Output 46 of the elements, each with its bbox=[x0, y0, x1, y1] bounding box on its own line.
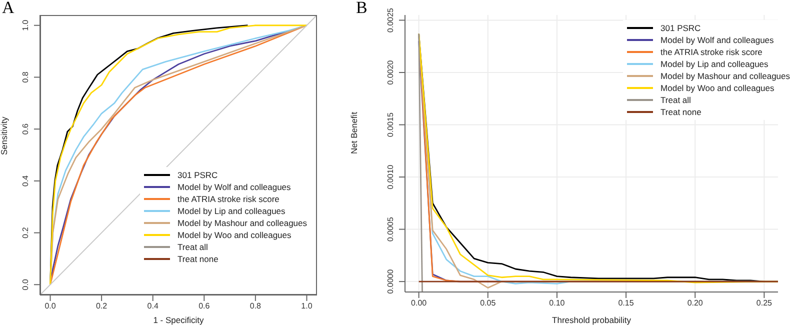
x-axis-title: Threshold probability bbox=[551, 315, 632, 325]
y-tick-label: 0.6 bbox=[21, 122, 30, 135]
legend-label: Model by Wolf and colleagues bbox=[178, 182, 291, 192]
x-tick-label: 0.4 bbox=[147, 302, 159, 311]
legend-label: Model by Lip and colleagues bbox=[178, 206, 286, 216]
legend-label: Treat none bbox=[178, 254, 218, 264]
legend-label: Model by Mashour and colleagues bbox=[178, 218, 307, 228]
x-tick-label: 0.20 bbox=[687, 298, 704, 308]
x-tick-label: 0.8 bbox=[250, 302, 262, 311]
legend-label: Model by Wolf and colleagues bbox=[660, 35, 774, 45]
legend-label: the ATRIA stroke risk score bbox=[660, 47, 762, 57]
x-tick-label: 0.05 bbox=[480, 298, 496, 308]
x-tick-label: 0.2 bbox=[96, 302, 108, 311]
x-tick-label: 0.0 bbox=[44, 302, 56, 311]
y-tick-label: 1.0 bbox=[21, 19, 30, 31]
y-tick-label: 0.4 bbox=[21, 174, 30, 186]
legend-label: Treat none bbox=[660, 107, 702, 117]
x-tick-label: 0.10 bbox=[549, 298, 566, 308]
legend-label: the ATRIA stroke risk score bbox=[178, 194, 280, 204]
y-axis-title: Sensitivity bbox=[0, 116, 9, 155]
x-tick-label: 0.6 bbox=[198, 302, 210, 311]
legend-label: 301 PSRC bbox=[660, 23, 701, 33]
y-tick-label: 0.8 bbox=[21, 71, 30, 83]
legend-label: Model by Woo and colleagues bbox=[178, 230, 292, 240]
legend-label: Model by Woo and colleagues bbox=[660, 83, 774, 93]
legend-label: 301 PSRC bbox=[178, 170, 218, 180]
x-axis-title: 1 - Specificity bbox=[152, 315, 205, 325]
chart-title: B bbox=[356, 0, 368, 18]
y-tick-label: 0.0020 bbox=[386, 60, 395, 85]
legend-label: Model by Mashour and colleagues bbox=[660, 71, 790, 81]
y-tick-label: 0.0010 bbox=[386, 164, 395, 190]
chart-title: A bbox=[2, 0, 14, 18]
x-tick-label: 0.15 bbox=[618, 298, 634, 308]
legend-label: Treat all bbox=[660, 95, 691, 105]
x-tick-label: 1.0 bbox=[301, 302, 313, 311]
y-tick-label: 0.0 bbox=[21, 278, 30, 290]
x-tick-label: 0.00 bbox=[411, 298, 428, 308]
y-tick-label: 0.0005 bbox=[386, 216, 395, 242]
y-axis-title: Net Benefit bbox=[349, 111, 359, 154]
y-tick-label: 0.0015 bbox=[386, 112, 395, 137]
x-tick-label: 0.25 bbox=[756, 298, 773, 308]
legend-label: Model by Lip and colleagues bbox=[660, 59, 768, 69]
legend-label: Treat all bbox=[178, 242, 208, 252]
y-tick-label: 0.2 bbox=[21, 226, 30, 238]
y-tick-label: 0.0025 bbox=[386, 7, 395, 32]
y-tick-label: 0.0000 bbox=[386, 268, 395, 294]
